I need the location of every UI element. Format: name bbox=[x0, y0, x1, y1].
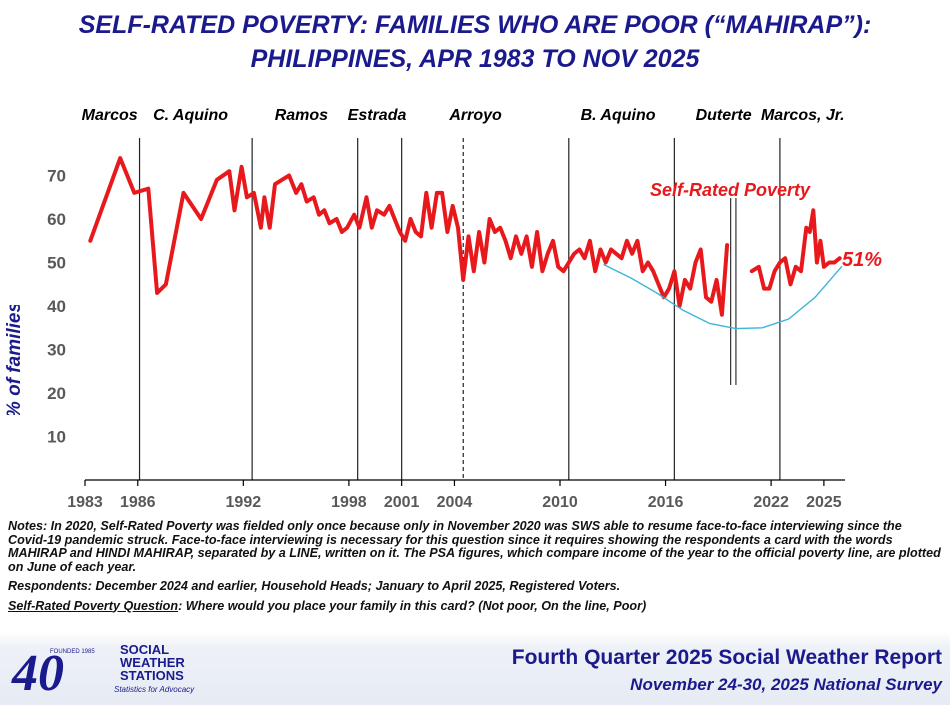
logo-name-1: SOCIAL bbox=[120, 642, 169, 657]
president-label: Ramos bbox=[275, 107, 328, 124]
logo-name-3: STATIONS bbox=[120, 668, 184, 683]
y-axis-title: % of families bbox=[4, 305, 25, 415]
x-tick-label: 1983 bbox=[67, 494, 103, 511]
question-text: : Where would you place your family in t… bbox=[178, 598, 647, 613]
x-tick-label: 1992 bbox=[226, 494, 262, 511]
president-label: B. Aquino bbox=[581, 107, 656, 124]
y-tick-label: 20 bbox=[47, 384, 66, 403]
x-tick-label: 1998 bbox=[331, 494, 367, 511]
notes-paragraph: Notes: In 2020, Self-Rated Poverty was f… bbox=[8, 519, 941, 574]
logo-name-2: WEATHER bbox=[120, 655, 185, 670]
svg-text:% of families: % of families bbox=[4, 305, 25, 415]
president-label: Marcos bbox=[82, 107, 138, 124]
question-note: Self-Rated Poverty Question: Where would… bbox=[8, 598, 943, 614]
y-tick-label: 60 bbox=[47, 210, 66, 229]
self-rated-poverty-line bbox=[88, 156, 730, 317]
chart-title-line-2: PHILIPPINES, APR 1983 TO NOV 2025 bbox=[250, 45, 700, 73]
sws-logo: 40 FOUNDED 1985 SOCIAL WEATHER STATIONS … bbox=[11, 642, 195, 700]
logo-tagline: Statistics for Advocacy bbox=[114, 685, 195, 694]
president-label: C. Aquino bbox=[153, 107, 228, 124]
question-label: Self-Rated Poverty Question bbox=[8, 598, 179, 613]
y-tick-label: 30 bbox=[47, 341, 66, 360]
x-tick-label: 1986 bbox=[120, 494, 156, 511]
latest-value-label: 51% bbox=[842, 249, 882, 271]
y-tick-label: 50 bbox=[47, 254, 66, 273]
x-tick-label: 2022 bbox=[753, 494, 789, 511]
y-tick-label: 70 bbox=[47, 167, 66, 186]
series-label: Self-Rated Poverty bbox=[650, 180, 811, 200]
president-label: Marcos, Jr. bbox=[761, 107, 845, 124]
footer-banner: 40 FOUNDED 1985 SOCIAL WEATHER STATIONS … bbox=[0, 632, 950, 705]
respondents-note: Respondents: December 2024 and earlier, … bbox=[8, 579, 621, 593]
y-tick-label: 10 bbox=[47, 428, 66, 447]
x-tick-label: 2004 bbox=[437, 494, 473, 511]
notes-section: Notes: In 2020, Self-Rated Poverty was f… bbox=[8, 519, 943, 619]
logo-number: 40 bbox=[11, 645, 64, 700]
president-label: Estrada bbox=[348, 107, 407, 124]
president-label: Arroyo bbox=[448, 107, 502, 124]
x-tick-label: 2016 bbox=[648, 494, 684, 511]
chart-title-line-1: SELF-RATED POVERTY: FAMILIES WHO ARE POO… bbox=[78, 11, 872, 39]
x-tick-label: 2025 bbox=[806, 494, 842, 511]
survey-dates: November 24-30, 2025 National Survey bbox=[630, 675, 942, 694]
logo-years: FOUNDED 1985 bbox=[50, 649, 95, 655]
x-tick-label: 2010 bbox=[542, 494, 578, 511]
president-label: Duterte bbox=[696, 107, 752, 124]
self-rated-poverty-line bbox=[749, 208, 842, 291]
psa-trend-line bbox=[603, 263, 843, 330]
y-tick-label: 40 bbox=[47, 297, 66, 316]
report-title: Fourth Quarter 2025 Social Weather Repor… bbox=[511, 646, 942, 669]
x-tick-label: 2001 bbox=[384, 494, 420, 511]
poverty-line-chart: Marcos C. Aquino Ramos Estrada Arroyo B. Aqui… bbox=[47, 107, 882, 511]
